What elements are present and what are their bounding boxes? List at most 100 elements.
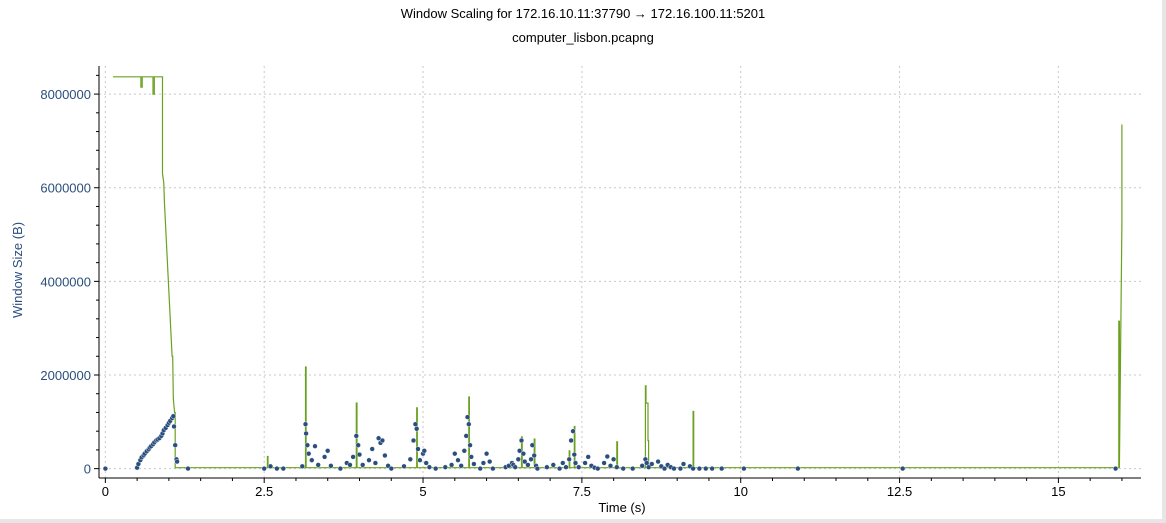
bytes-out-point xyxy=(1112,466,1119,472)
bytes-out-point xyxy=(534,466,541,472)
grid xyxy=(99,66,1141,478)
bytes-out-point xyxy=(299,463,305,469)
bytes-out-point xyxy=(518,437,525,444)
bytes-out-point xyxy=(280,466,286,472)
bytes-out-point xyxy=(174,459,180,465)
bytes-out-point xyxy=(563,464,569,470)
bytes-out-point xyxy=(585,454,591,460)
bytes-out-point xyxy=(426,464,433,470)
bytes-out-point xyxy=(644,460,650,466)
bytes-out-point xyxy=(382,452,388,459)
x-tick-label: 12.5 xyxy=(887,484,912,499)
bytes-out-point xyxy=(464,414,471,420)
bytes-out-point xyxy=(171,423,177,430)
bytes-out-point xyxy=(337,466,344,472)
bytes-out-point xyxy=(372,460,379,466)
bytes-out-point xyxy=(415,446,421,452)
bytes-out-point xyxy=(267,463,274,469)
bytes-out-point xyxy=(582,460,588,466)
bytes-out-point xyxy=(690,466,696,472)
bytes-out-point xyxy=(560,460,566,466)
x-tick-label: 10 xyxy=(733,484,747,499)
bytes-out-point xyxy=(347,462,353,468)
bytes-out-point xyxy=(703,466,709,472)
bytes-out-point xyxy=(417,457,423,463)
bytes-out-point xyxy=(185,466,191,472)
bytes-out-point xyxy=(677,466,684,472)
bytes-out-point xyxy=(433,466,439,472)
bytes-out-point xyxy=(639,463,645,469)
bytes-out-point xyxy=(595,466,601,472)
chart-subtitle: computer_lisbon.pcapng xyxy=(512,30,654,45)
bytes-out-point xyxy=(369,446,375,452)
y-tick-label: 2000000 xyxy=(40,368,91,383)
bytes-out-point xyxy=(544,464,550,470)
bytes-out-point xyxy=(719,466,725,472)
bytes-out-point xyxy=(356,452,363,458)
bytes-out-point xyxy=(795,466,801,472)
bytes-out-point xyxy=(520,451,527,457)
y-axis-title: Window Size (B) xyxy=(10,222,25,318)
bytes-out-point xyxy=(741,466,747,472)
bytes-out-point xyxy=(172,442,178,448)
bytes-out-point xyxy=(487,459,493,465)
bytes-out-point xyxy=(376,435,382,441)
bytes-out-point xyxy=(366,457,372,463)
bytes-out-point xyxy=(477,466,483,472)
bytes-out-point xyxy=(649,461,655,467)
bytes-out-point xyxy=(550,462,556,468)
bytes-out-point xyxy=(900,466,906,472)
bytes-out-point xyxy=(414,426,420,432)
bytes-out-point xyxy=(412,421,419,427)
bytes-out-point xyxy=(302,421,309,427)
bytes-out-point xyxy=(610,456,617,462)
bytes-out-point xyxy=(379,437,386,444)
bytes-out-point xyxy=(680,461,687,467)
bytes-out-point xyxy=(306,451,312,457)
bytes-out-point xyxy=(407,456,413,462)
bytes-out-point xyxy=(556,466,563,472)
bytes-out-point xyxy=(304,442,311,448)
bytes-out-point xyxy=(442,464,448,470)
bytes-out-point xyxy=(261,466,267,472)
bytes-out-point xyxy=(620,466,626,472)
bytes-out-point xyxy=(401,463,407,469)
bytes-out-point xyxy=(355,442,361,448)
y-tick-label: 0 xyxy=(84,462,91,477)
bytes-out-point xyxy=(353,433,359,439)
bytes-out-point xyxy=(423,460,429,466)
bytes-out-point xyxy=(604,453,610,460)
window-size-line xyxy=(113,76,1123,469)
bytes-out-point xyxy=(484,451,490,457)
bytes-out-point xyxy=(102,466,109,472)
bytes-out-point xyxy=(455,457,461,463)
bytes-out-point xyxy=(315,462,321,468)
bytes-out-point xyxy=(607,463,614,469)
bytes-out-point xyxy=(312,443,318,449)
bytes-out-point xyxy=(388,466,394,472)
bytes-out-point xyxy=(449,462,455,468)
bytes-out-point xyxy=(572,460,579,466)
bytes-out-point xyxy=(614,464,620,470)
bytes-out-point xyxy=(661,466,668,472)
bytes-out-point xyxy=(325,448,331,454)
bytes-out-point xyxy=(515,456,521,462)
bytes-out-point xyxy=(322,454,328,460)
bytes-out-point xyxy=(655,459,661,465)
bytes-out-point xyxy=(571,452,577,458)
x-tick-label: 5 xyxy=(419,484,426,499)
bytes-out-point xyxy=(525,462,531,468)
bytes-out-point xyxy=(350,454,356,460)
bytes-out-point xyxy=(328,463,334,469)
bytes-out-point xyxy=(709,466,715,472)
bytes-out-point xyxy=(601,460,607,466)
y-tick-label: 8000000 xyxy=(40,87,91,102)
x-tick-label: 7.5 xyxy=(573,484,591,499)
bytes-out-point xyxy=(466,421,472,427)
bytes-out-point xyxy=(696,466,703,472)
bytes-out-point xyxy=(576,464,582,470)
bytes-out-point xyxy=(529,442,535,448)
bytes-out-point xyxy=(452,451,458,457)
